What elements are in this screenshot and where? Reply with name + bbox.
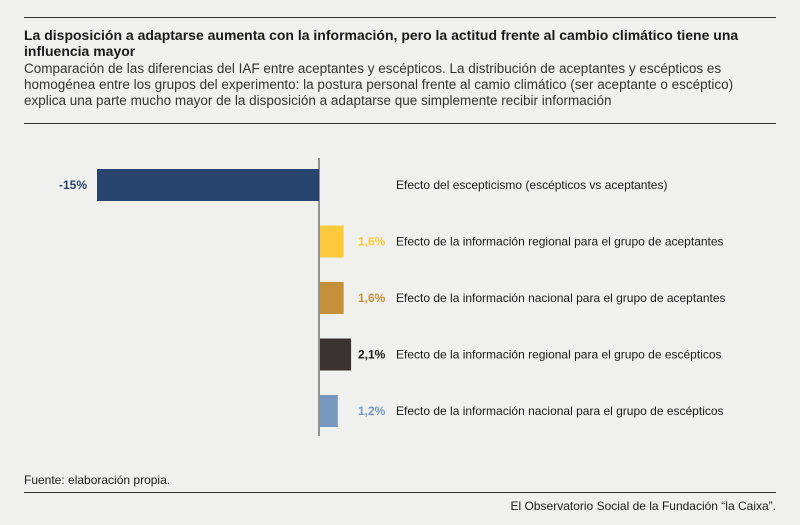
source-note: Fuente: elaboración propia. — [24, 473, 171, 487]
category-label-1: Efecto del escepticismo (escépticos vs a… — [396, 178, 667, 192]
bar-1 — [97, 169, 319, 201]
value-label-4: 2,1% — [358, 348, 386, 362]
brand-credit: El Observatorio Social de la Fundación “… — [510, 499, 776, 513]
header-rule — [24, 123, 776, 124]
chart-title: La disposición a adaptarse aumenta con l… — [24, 27, 739, 59]
category-label-5: Efecto de la información nacional para e… — [396, 404, 724, 418]
footer-rule — [24, 492, 776, 493]
bar-2 — [320, 225, 344, 258]
value-label-1: -15% — [59, 178, 87, 192]
bar-4 — [320, 338, 352, 371]
bar-5 — [320, 395, 338, 427]
top-rule — [24, 17, 776, 18]
category-label-2: Efecto de la información regional para e… — [396, 235, 724, 249]
bar-chart: -15% Efecto del escepticismo (escépticos … — [59, 158, 726, 436]
chart-subtitle: Comparación de las diferencias del IAF e… — [24, 61, 734, 108]
value-label-2: 1,6% — [358, 235, 386, 249]
value-label-3: 1,6% — [358, 291, 386, 305]
value-label-5: 1,2% — [358, 404, 386, 418]
category-label-4: Efecto de la información regional para e… — [396, 348, 722, 362]
category-label-3: Efecto de la información nacional para e… — [396, 291, 726, 305]
bar-3 — [320, 282, 344, 314]
